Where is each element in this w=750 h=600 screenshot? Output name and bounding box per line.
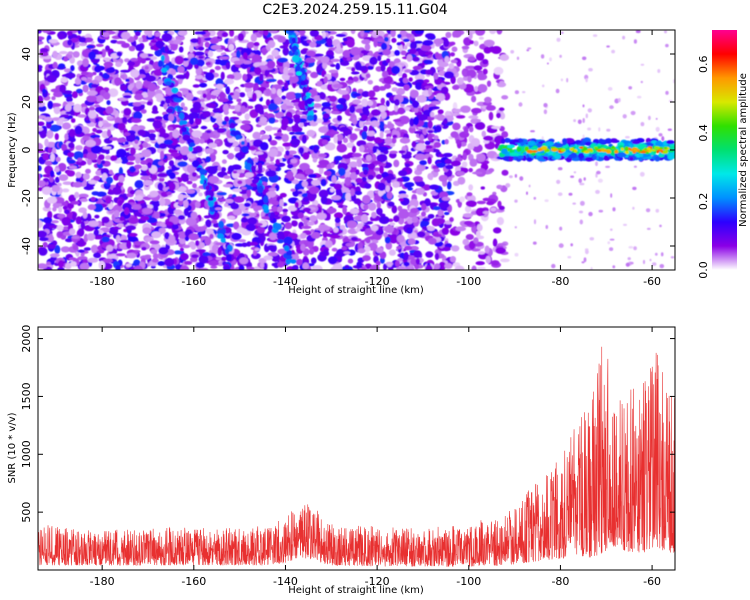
y-tick-label: 1000 — [20, 440, 33, 468]
colorbar-tick-label: 0.2 — [697, 193, 710, 211]
snr-x-label: Height of straight line (km) — [288, 585, 424, 596]
colorbar-ticks: 0.0 0.2 0.4 0.6 — [697, 56, 710, 279]
snr-frame — [37, 326, 676, 571]
spectrogram-x-ticks: -180 -160 -140 -120 -100 -80 -60 — [90, 30, 661, 288]
y-tick-label: 2000 — [20, 325, 33, 353]
colorbar-tick-label: 0.4 — [697, 124, 710, 142]
spectrogram-x-label: Height of straight line (km) — [288, 285, 424, 296]
snr-x-ticks: -180 -160 -140 -120 -100 -80 -60 — [90, 327, 661, 588]
spectrogram-panel: -180 -160 -140 -120 -100 -80 -60 -40 -20 0 20 40 H… — [7, 29, 676, 296]
spectrogram-y-ticks: -40 -20 0 20 40 — [20, 47, 675, 255]
x-tick-label: -120 — [365, 575, 390, 588]
colorbar-gradient — [712, 30, 737, 270]
figure-title: C2E3.2024.259.15.11.G04 — [262, 2, 447, 18]
x-tick-label: -180 — [90, 575, 115, 588]
y-tick-label: -40 — [20, 237, 33, 255]
y-tick-label: 40 — [20, 47, 33, 61]
y-tick-label: 500 — [20, 502, 33, 523]
snr-y-ticks: 500 1000 1500 2000 — [20, 325, 675, 523]
x-tick-label: -140 — [273, 275, 298, 288]
colorbar: 0.0 0.2 0.4 0.6 Normalized spectral amplitu… — [697, 30, 749, 279]
x-tick-label: -160 — [181, 575, 206, 588]
x-tick-label: -100 — [456, 275, 481, 288]
snr-series-line — [38, 346, 675, 567]
x-tick-label: -160 — [181, 275, 206, 288]
x-tick-label: -80 — [551, 575, 569, 588]
snr-panel: -180 -160 -140 -120 -100 -80 -60 500 1000 1500 20… — [7, 325, 676, 596]
x-tick-label: -140 — [273, 575, 298, 588]
spectrogram-heatmap — [38, 30, 675, 270]
x-tick-label: -60 — [643, 275, 661, 288]
x-tick-label: -100 — [456, 575, 481, 588]
colorbar-tick-label: 0.6 — [697, 56, 710, 74]
y-tick-label: -20 — [20, 189, 33, 207]
x-tick-label: -60 — [643, 575, 661, 588]
snr-y-label: SNR (10 * v/v) — [7, 412, 18, 483]
y-tick-label: 20 — [20, 95, 33, 109]
x-tick-label: -120 — [365, 275, 390, 288]
spectrogram-y-label: Frequency (Hz) — [7, 112, 18, 188]
x-tick-label: -80 — [551, 275, 569, 288]
y-tick-label: 1500 — [20, 382, 33, 410]
y-tick-label: 0 — [20, 147, 33, 154]
colorbar-label: Normalized spectral amplitude — [738, 73, 749, 227]
colorbar-tick-label: 0.0 — [697, 261, 710, 279]
x-tick-label: -180 — [90, 275, 115, 288]
